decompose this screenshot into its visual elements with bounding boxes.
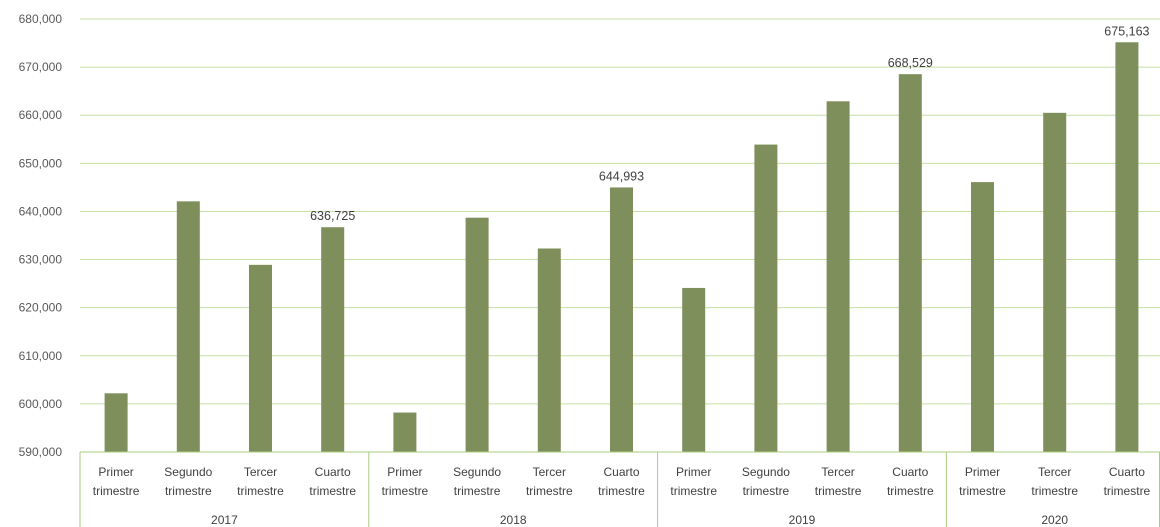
x-tick-label: trimestre <box>1031 484 1078 498</box>
y-tick-label: 620,000 <box>19 301 63 315</box>
bar <box>754 144 778 452</box>
data-label: 668,529 <box>888 56 933 70</box>
bar <box>537 248 561 452</box>
bar <box>1043 112 1067 453</box>
y-axis-ticks: 590,000 600,000 610,000 620,000 630,000 640,0… <box>19 12 63 459</box>
x-tick-label: Primer <box>965 465 1000 479</box>
y-tick-label: 670,000 <box>19 60 63 74</box>
x-tick-label: Tercer <box>821 465 854 479</box>
bar <box>1115 42 1139 453</box>
x-tick-label: trimestre <box>887 484 934 498</box>
x-tick-label: Primer <box>387 465 422 479</box>
y-tick-label: 650,000 <box>19 156 63 170</box>
bar <box>610 187 633 453</box>
x-tick-label: trimestre <box>237 484 284 498</box>
y-tick-label: 630,000 <box>19 253 63 267</box>
x-group-label: 2020 <box>1041 513 1068 527</box>
x-tick-label: trimestre <box>309 484 356 498</box>
bar <box>176 201 200 452</box>
x-tick-label: trimestre <box>670 484 717 498</box>
x-tick-label: Primer <box>98 465 133 479</box>
x-tick-label: trimestre <box>165 484 212 498</box>
data-label: 644,993 <box>599 169 644 183</box>
bar <box>971 182 994 452</box>
x-axis: Primer trimestre Segundo trimestre Tercer tri… <box>79 451 1160 527</box>
y-tick-label: 660,000 <box>19 108 63 122</box>
x-tick-label: trimestre <box>959 484 1006 498</box>
bar <box>321 227 345 452</box>
x-tick-label: Cuarto <box>1109 465 1145 479</box>
y-tick-label: 640,000 <box>19 204 63 218</box>
bar <box>826 101 850 453</box>
data-label: 675,163 <box>1104 24 1149 38</box>
y-tick-label: 590,000 <box>19 445 63 459</box>
x-tick-label: trimestre <box>1104 484 1151 498</box>
x-tick-label: trimestre <box>598 484 645 498</box>
data-label: 636,725 <box>310 209 355 223</box>
x-tick-label: trimestre <box>815 484 862 498</box>
bars <box>104 42 1139 453</box>
bar <box>104 393 128 452</box>
bar <box>465 217 489 452</box>
x-tick-label: trimestre <box>743 484 790 498</box>
x-group-label: 2019 <box>789 513 816 527</box>
x-tick-label: trimestre <box>382 484 429 498</box>
x-tick-label: Segundo <box>453 465 501 479</box>
x-group-label: 2017 <box>211 513 238 527</box>
x-group-label: 2018 <box>500 513 527 527</box>
x-tick-label: trimestre <box>526 484 573 498</box>
data-labels: 636,725 644,993 668,529 675,163 <box>310 24 1149 223</box>
x-tick-label: Tercer <box>533 465 566 479</box>
x-tick-label: Segundo <box>742 465 790 479</box>
bar <box>393 412 417 452</box>
x-tick-label: Cuarto <box>315 465 351 479</box>
x-tick-label: Segundo <box>164 465 212 479</box>
x-tick-label: Cuarto <box>892 465 928 479</box>
y-tick-label: 680,000 <box>19 12 63 26</box>
x-tick-label: Primer <box>676 465 711 479</box>
x-tick-label: trimestre <box>454 484 501 498</box>
x-tick-label: Cuarto <box>603 465 639 479</box>
x-tick-label: Tercer <box>244 465 277 479</box>
y-tick-label: 610,000 <box>19 349 63 363</box>
x-tick-label: Tercer <box>1038 465 1071 479</box>
bar <box>898 74 922 452</box>
bar <box>249 264 272 452</box>
bar <box>682 287 706 452</box>
x-tick-label: trimestre <box>93 484 140 498</box>
y-tick-label: 600,000 <box>19 397 63 411</box>
